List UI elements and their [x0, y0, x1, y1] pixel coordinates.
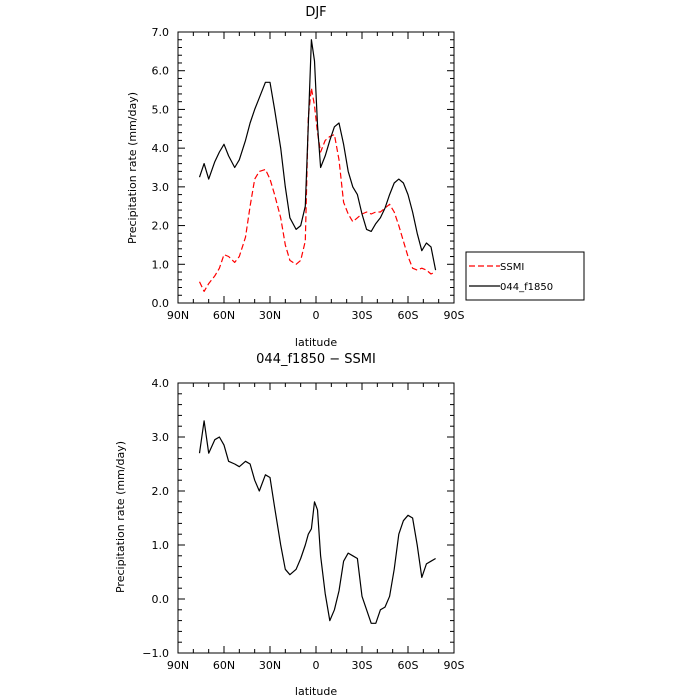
- x-tick-label: 90S: [444, 659, 465, 672]
- y-axis-label: Precipitation rate (mm/day): [126, 92, 139, 244]
- y-axis-label: Precipitation rate (mm/day): [114, 441, 127, 593]
- chart-title: DJF: [305, 5, 326, 20]
- x-tick-label: 30S: [352, 659, 373, 672]
- x-tick-label: 30S: [352, 309, 373, 322]
- y-tick-label: 2.0: [152, 220, 170, 233]
- y-tick-label: −1.0: [142, 647, 169, 660]
- x-axis-label: latitude: [295, 685, 337, 698]
- x-tick-label: 60N: [213, 309, 235, 322]
- x-tick-label: 60S: [398, 309, 419, 322]
- x-tick-label: 30N: [259, 659, 281, 672]
- x-tick-label: 90N: [167, 309, 189, 322]
- x-tick-label: 60S: [398, 659, 419, 672]
- x-tick-label: 30N: [259, 309, 281, 322]
- x-tick-label: 90S: [444, 309, 465, 322]
- plot-frame: [177, 31, 455, 304]
- y-tick-label: 3.0: [152, 431, 170, 444]
- y-tick-label: 4.0: [152, 142, 170, 155]
- legend-label-044-f1850: 044_f1850: [500, 282, 553, 293]
- series-line-044-f1850: [198, 39, 437, 271]
- x-axis-label: latitude: [295, 336, 337, 349]
- panel-djf: DJF latitude Precipitation rate (mm/day)…: [126, 5, 465, 349]
- y-tick-label: 1.0: [152, 539, 170, 552]
- panel-difference: 044_f1850 − SSMI latitude Precipitation …: [114, 352, 465, 698]
- legend: SSMI 044_f1850: [465, 251, 585, 301]
- legend-label-ssmi: SSMI: [500, 262, 524, 273]
- y-tick-label: 1.0: [152, 258, 170, 271]
- y-tick-label: 5.0: [152, 103, 170, 116]
- y-tick-label: 0.0: [152, 593, 170, 606]
- chart-title: 044_f1850 − SSMI: [256, 352, 376, 367]
- legend-box: [465, 251, 585, 301]
- y-tick-label: 7.0: [152, 26, 170, 39]
- y-tick-label: 6.0: [152, 65, 170, 78]
- x-tick-label: 0: [313, 309, 320, 322]
- y-tick-label: 2.0: [152, 485, 170, 498]
- y-tick-label: 4.0: [152, 377, 170, 390]
- x-tick-label: 90N: [167, 659, 189, 672]
- x-tick-label: 60N: [213, 659, 235, 672]
- x-tick-label: 0: [313, 659, 320, 672]
- y-tick-label: 0.0: [152, 297, 170, 310]
- y-tick-label: 3.0: [152, 181, 170, 194]
- series-line-difference: [198, 420, 436, 624]
